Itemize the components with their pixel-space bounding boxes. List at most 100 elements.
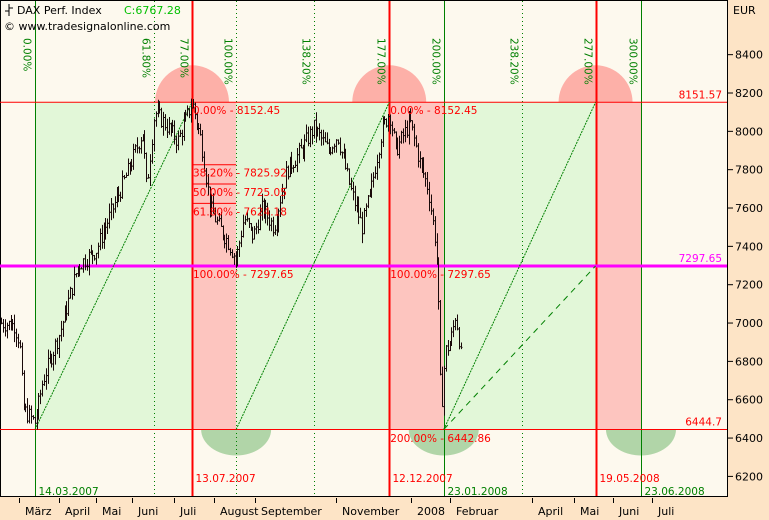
- ohlc-bar: [207, 174, 210, 196]
- ohlc-bar: [65, 301, 68, 321]
- ohlc-bar: [298, 142, 301, 164]
- ohlc-bar: [396, 137, 399, 156]
- ohlc-bar: [445, 345, 448, 372]
- date-label: 23.01.2008: [448, 486, 508, 498]
- ohlc-bar: [75, 273, 78, 278]
- ohlc-bar: [331, 146, 334, 155]
- ohlc-bar: [380, 139, 383, 159]
- ohlc-bar: [158, 101, 161, 114]
- retracement-label: 38.20% - 7825.92: [193, 168, 287, 180]
- retracement-label: 200.00% - 6442.86: [390, 433, 491, 445]
- ohlc-bar: [123, 175, 126, 180]
- date-label: 13.07.2007: [196, 473, 256, 485]
- ohlc-bar: [236, 246, 239, 267]
- ohlc-bar: [460, 342, 463, 350]
- ohlc-bar: [37, 393, 40, 420]
- date-label: 14.03.2007: [39, 486, 99, 498]
- ohlc-bar: [268, 210, 271, 231]
- ohlc-bar: [307, 126, 310, 147]
- green-semicircle: [201, 429, 272, 456]
- ohlc-bar: [203, 151, 206, 172]
- ohlc-bar: [199, 123, 202, 136]
- ohlc-bar: [385, 118, 388, 128]
- y-tick-label: 7200: [735, 279, 763, 292]
- ohlc-bar: [253, 225, 256, 240]
- ohlc-bar: [259, 204, 262, 231]
- ohlc-bar: [361, 211, 364, 244]
- ohlc-bar: [400, 130, 403, 144]
- ohlc-bar: [261, 193, 264, 221]
- ohlc-bar: [166, 118, 169, 139]
- ohlc-bar: [181, 129, 184, 146]
- ohlc-bar: [54, 338, 57, 365]
- y-tick-label: 6800: [735, 355, 763, 368]
- ohlc-bar: [367, 195, 370, 209]
- ohlc-bar: [24, 403, 27, 413]
- y-axis-unit: EUR: [733, 4, 756, 17]
- ohlc-bar: [47, 349, 50, 384]
- ohlc-bar: [168, 116, 171, 135]
- ohlc-bar: [104, 217, 107, 240]
- ohlc-bar: [335, 139, 338, 153]
- ohlc-bar: [318, 123, 321, 141]
- ohlc-bar: [82, 258, 85, 273]
- ohlc-bar: [419, 151, 422, 169]
- ohlc-bar: [242, 214, 245, 238]
- time-ratio-label: 138.20%: [300, 38, 312, 85]
- ohlc-bar: [333, 143, 336, 153]
- ohlc-bar: [324, 132, 327, 143]
- ohlc-bar: [212, 193, 215, 214]
- ohlc-bar: [432, 208, 435, 226]
- trend-diagonal-dashed: [443, 265, 596, 430]
- trend-diagonal: [443, 102, 597, 430]
- zones-layer: [35, 65, 676, 456]
- ohlc-bar: [348, 168, 351, 186]
- ohlc-bar: [93, 254, 96, 261]
- ohlc-bar: [78, 263, 81, 277]
- ohlc-bar: [17, 333, 20, 349]
- ohlc-bar: [60, 320, 63, 342]
- ohlc-bar: [0, 317, 3, 325]
- ohlc-bar: [132, 143, 135, 170]
- bar-chart-icon: [5, 4, 13, 16]
- ohlc-bar: [119, 191, 122, 202]
- ohlc-bar: [404, 119, 407, 143]
- y-tick-label: 6600: [735, 394, 763, 407]
- ohlc-bar: [13, 314, 16, 343]
- ohlc-bar: [138, 146, 141, 154]
- ohlc-bar: [363, 208, 366, 235]
- y-tick-label: 8400: [735, 49, 763, 62]
- ohlc-bar: [430, 194, 433, 215]
- ohlc-bar: [99, 228, 102, 251]
- retracement-label: 100.00% - 7297.65: [193, 269, 294, 281]
- price-bars: [0, 98, 463, 430]
- ohlc-bar: [326, 132, 329, 145]
- ohlc-bar: [233, 253, 236, 265]
- ohlc-bar: [145, 152, 148, 183]
- ohlc-bar: [134, 144, 137, 153]
- date-label: 12.12.2007: [393, 473, 453, 485]
- ohlc-bar: [329, 146, 332, 156]
- ohlc-bar: [11, 318, 14, 331]
- ohlc-bar: [71, 287, 74, 300]
- level-label: 7297.65: [679, 253, 722, 265]
- ohlc-bar: [179, 129, 182, 137]
- ohlc-bar: [376, 154, 379, 180]
- ohlc-bar: [91, 250, 94, 265]
- month-label: August: [220, 505, 259, 518]
- ohlc-bar: [320, 129, 323, 146]
- ohlc-bar: [283, 187, 286, 200]
- ohlc-bar: [140, 136, 143, 154]
- y-tick-label: 7000: [735, 317, 763, 330]
- ohlc-bar: [108, 203, 111, 229]
- month-label: November: [342, 505, 400, 518]
- green-semicircle: [605, 429, 676, 456]
- ohlc-bar: [406, 120, 409, 138]
- ohlc-bar: [350, 177, 353, 191]
- ohlc-bar: [290, 151, 293, 174]
- ohlc-bar: [151, 139, 154, 164]
- ohlc-bar: [127, 158, 130, 176]
- ohlc-bar: [117, 186, 120, 203]
- ohlc-bar: [62, 320, 65, 337]
